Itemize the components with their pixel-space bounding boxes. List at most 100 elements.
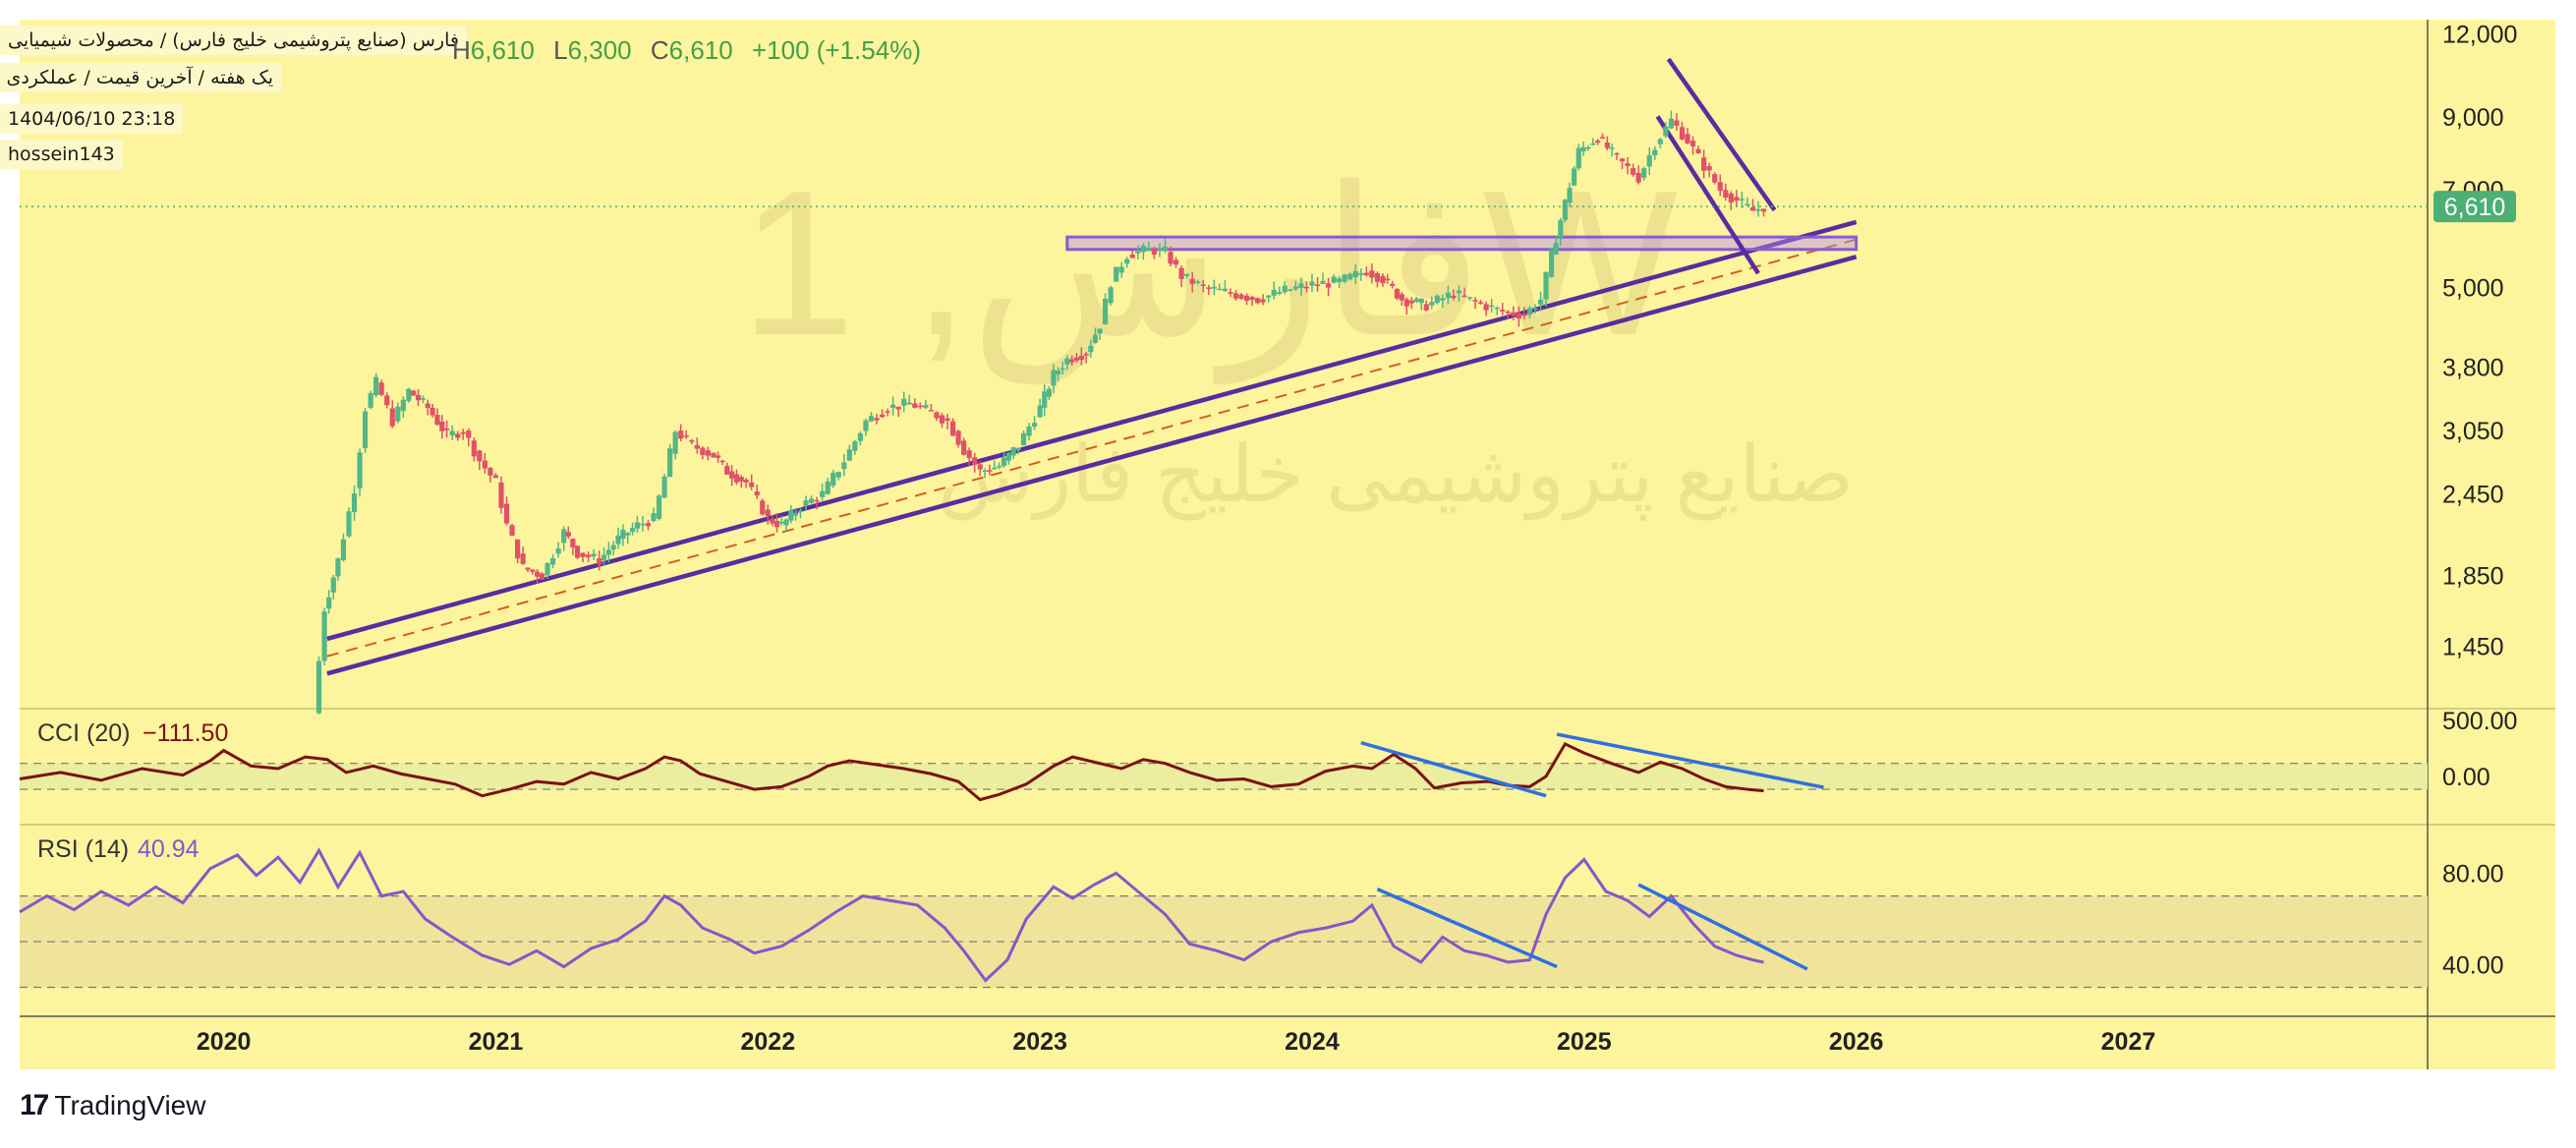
candle-body [520, 553, 526, 564]
candle-body [406, 388, 412, 401]
candle-body [770, 518, 775, 524]
candle-body [395, 406, 401, 422]
candle-body [760, 500, 766, 515]
candle-body [1712, 174, 1718, 183]
candle-body [729, 471, 735, 479]
candle-body [1494, 307, 1500, 310]
candle-body [460, 431, 466, 434]
candle-body [411, 390, 417, 396]
candle-body [1260, 299, 1266, 303]
rsi-legend-value: 40.94 [138, 835, 200, 863]
candle-body [1553, 243, 1559, 256]
candle-body [793, 512, 799, 516]
candle-body [1140, 245, 1146, 253]
candle-body [743, 480, 749, 483]
candle-body [1217, 288, 1223, 291]
candle-body [585, 554, 592, 557]
candle-body [977, 464, 983, 470]
candle-body [565, 532, 571, 537]
symbol-title[interactable]: فارس (صنایع پتروشیمی خلیج فارس) / محصولا… [0, 26, 467, 55]
candle-body [1604, 142, 1610, 148]
ohlc-close: 6,610 [668, 35, 733, 65]
candle-body [384, 395, 390, 406]
candle-body [580, 552, 586, 557]
candle-body [992, 467, 998, 470]
candle-body [689, 440, 695, 442]
rsi-line [19, 847, 1764, 983]
candle-body [1282, 285, 1288, 293]
ohlc-high: 6,610 [470, 35, 535, 65]
candle-body [1456, 290, 1462, 294]
candle-body [477, 450, 483, 462]
candle-body [368, 393, 373, 408]
candle-body [846, 449, 852, 461]
candle-body [466, 430, 472, 438]
desc-channel-line-lower [1655, 115, 1760, 275]
price-tick-label: 3,800 [2442, 354, 2504, 381]
candle-body [1380, 275, 1386, 284]
candle-body [1037, 405, 1043, 418]
candle-body [1590, 143, 1596, 145]
candle-body [1689, 141, 1696, 146]
rsi-divergence-line [1376, 888, 1558, 969]
candle-body [773, 520, 780, 528]
candle-body [449, 430, 455, 435]
candle-body [678, 430, 684, 439]
candle-body [1619, 158, 1626, 162]
author-label[interactable]: hossein143 [0, 140, 123, 169]
cci-legend-name: CCI (20) [37, 719, 130, 747]
candle-body [1749, 207, 1756, 211]
candle-body [1609, 147, 1615, 149]
candle-body [373, 376, 379, 396]
candle-body [955, 430, 961, 445]
candle-body [629, 528, 636, 533]
candle-body [1483, 304, 1489, 311]
candle-body [797, 510, 804, 512]
candle-body [1408, 300, 1414, 304]
candle-body [1114, 266, 1119, 282]
candle-body [1641, 168, 1647, 178]
candle-body [1701, 157, 1707, 171]
candle-body [455, 433, 461, 438]
candle-body [1755, 208, 1761, 211]
candle-body [868, 416, 875, 422]
chart-background [20, 20, 2555, 1069]
candle-body [1717, 182, 1723, 192]
candle-body [1042, 391, 1048, 408]
candle-body [651, 513, 657, 521]
candle-body [912, 403, 918, 408]
candle-body [482, 460, 487, 469]
candle-body [539, 573, 545, 580]
candle-body [1543, 271, 1549, 300]
candle-body [321, 611, 327, 661]
candle-body [570, 539, 576, 548]
candle-body [852, 441, 858, 451]
candle-body [1461, 295, 1467, 298]
candle-body [640, 523, 646, 526]
price-tick-label: 1,450 [2442, 633, 2504, 660]
candle-body [885, 411, 890, 413]
candle-body [1521, 314, 1527, 316]
candle-body [982, 470, 988, 473]
candle-body [661, 476, 667, 498]
candle-body [1572, 168, 1577, 186]
candle-body [788, 510, 794, 521]
channel-lower-line [326, 255, 1858, 676]
candle-body [1010, 447, 1016, 456]
candle-body [530, 569, 536, 572]
candle-body [1363, 272, 1369, 276]
candle-body [535, 571, 541, 577]
candle-body [820, 490, 826, 497]
candle-body [1146, 247, 1152, 252]
candle-body [544, 562, 550, 576]
candle-body [1695, 148, 1701, 153]
candle-body [1739, 199, 1745, 201]
brand-label: TradingView [54, 1090, 206, 1120]
candle-body [1347, 273, 1353, 280]
tradingview-brand[interactable]: 17 TradingView [20, 1089, 205, 1122]
candle-body [997, 466, 1002, 468]
candle-body [1102, 299, 1109, 325]
candle-body [1162, 246, 1169, 252]
